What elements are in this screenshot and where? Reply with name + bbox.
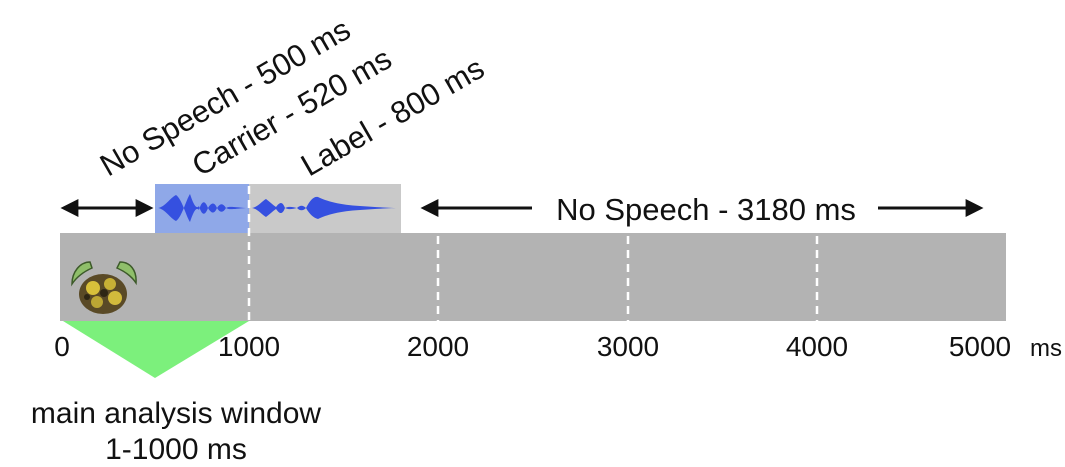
label-waveform [252, 196, 400, 219]
analysis-window-range: 1-1000 ms [105, 433, 247, 466]
tick-label-0: 0 [54, 331, 70, 362]
analysis-window-triangle [63, 321, 249, 378]
fuzzy-creature-icon [71, 261, 137, 314]
tick-label-2000: 2000 [407, 331, 469, 362]
tick-label-3000: 3000 [597, 331, 659, 362]
no-speech-2-label: No Speech - 3180 ms [556, 192, 856, 227]
carrier-waveform [158, 194, 246, 222]
timeline-track [60, 233, 1006, 321]
tick-label-5000: 5000 [949, 331, 1011, 362]
tick-label-1000: 1000 [218, 331, 280, 362]
time-axis: 0 1000 2000 3000 4000 5000 ms [54, 331, 1062, 362]
analysis-window-title: main analysis window [31, 397, 321, 430]
tick-dividers [247, 186, 819, 321]
axis-unit: ms [1030, 335, 1062, 362]
tick-label-4000: 4000 [786, 331, 848, 362]
